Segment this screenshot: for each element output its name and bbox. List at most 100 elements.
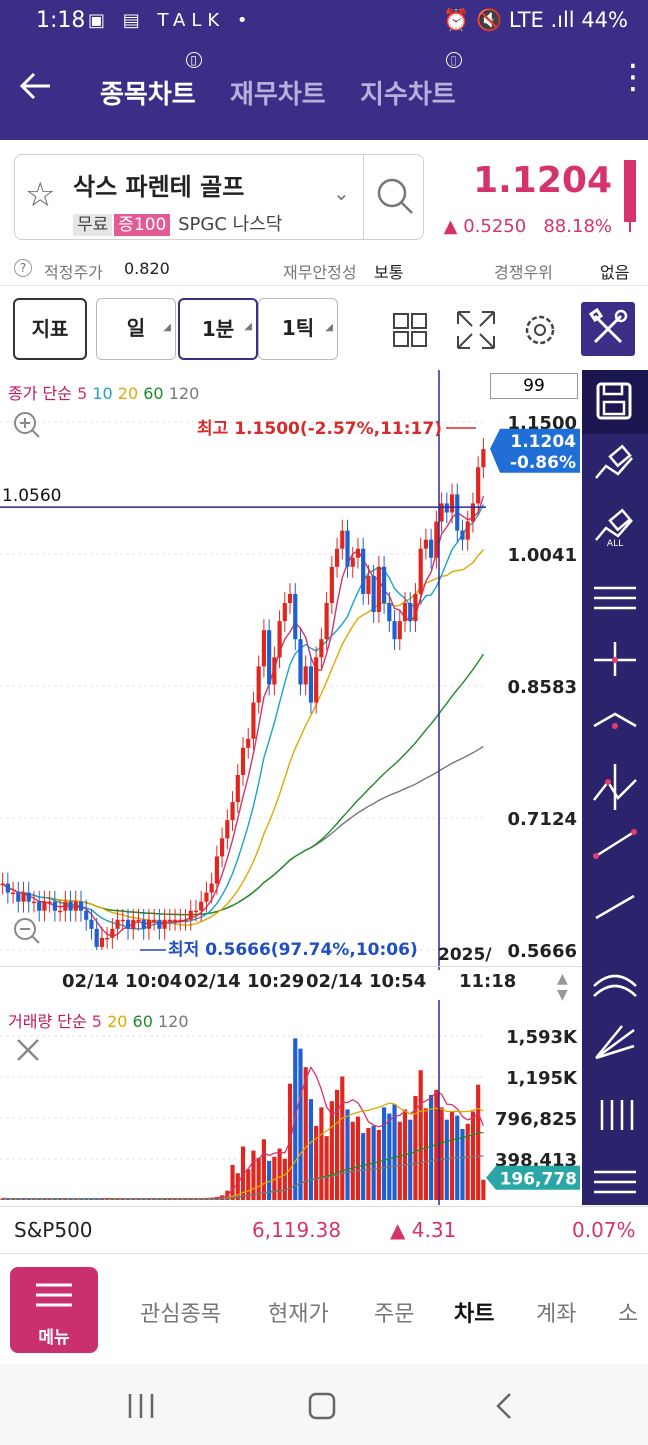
free-badge: 무료 <box>73 214 113 236</box>
drawing-sidebar: ALL <box>582 370 648 1205</box>
nav-order[interactable]: 주문 <box>374 1302 415 1327</box>
candle-body <box>58 910 63 913</box>
zoom-in-icon[interactable] <box>12 410 42 440</box>
candle-body <box>382 566 387 604</box>
index-name: S&P500 <box>14 1218 93 1242</box>
candle-body <box>141 919 146 929</box>
current-price: 1.1204 <box>473 160 612 201</box>
candle-body <box>455 494 460 531</box>
candle-body <box>167 919 172 922</box>
volume-bar <box>460 1128 465 1200</box>
high-price-label: 최고 1.1500(-2.57%,11:17) <box>197 419 442 439</box>
financial-stability-label: 재무안정성 <box>283 263 357 282</box>
more-menu-icon[interactable]: ⋮ <box>616 57 648 97</box>
recent-apps-icon <box>128 1394 154 1418</box>
volume-bar <box>444 1119 449 1200</box>
candle-body <box>397 621 402 640</box>
back-arrow-icon[interactable] <box>16 66 56 115</box>
candle-body <box>340 530 345 549</box>
layout-grid-icon[interactable] <box>388 304 432 354</box>
chevron-down-icon[interactable]: ⌄ <box>333 181 350 205</box>
settings-gear-icon[interactable] <box>518 304 562 354</box>
visible-count-box[interactable]: 99 <box>490 373 578 399</box>
tab-financial-chart[interactable]: 재무차트 <box>230 80 326 110</box>
nav-account[interactable]: 계좌 <box>536 1302 577 1327</box>
help-icon[interactable]: ? <box>14 259 32 277</box>
volume-bar <box>439 1107 444 1200</box>
price-change: ▲ 0.5250 88.18% <box>443 216 612 237</box>
candle-body <box>31 901 37 904</box>
candle-body <box>125 919 131 929</box>
index-change-pct: 0.07% <box>572 1218 636 1242</box>
index-value: 6,119.38 <box>252 1218 342 1242</box>
volume-bar <box>256 1157 261 1200</box>
period-day-button[interactable]: 일 ◢ <box>96 298 176 360</box>
drawing-tool-icons[interactable]: ALL <box>582 370 648 1205</box>
volume-bar <box>423 1108 428 1200</box>
financial-stability-value: 보통 <box>374 263 404 282</box>
candle-body <box>287 593 293 604</box>
price-chart[interactable]: 1.1500 1.0041 0.8583 0.7124 0.5666 1.0560 1.12… <box>0 370 582 970</box>
notification-icons: ▣ ▤ TALK • <box>88 10 254 31</box>
x-cursor-label: 2025/ <box>438 945 492 965</box>
tab-stock-chart[interactable]: 종목차트 ▯ <box>100 52 202 111</box>
candle-body <box>277 621 282 658</box>
index-ticker-bar[interactable]: S&P500 6,119.38 ▲ 4.31 0.07% <box>0 1206 648 1254</box>
home-icon <box>308 1392 336 1420</box>
x-scroll-icon[interactable]: ▲ ▼ <box>557 971 568 1003</box>
close-icon[interactable] <box>14 1036 42 1064</box>
system-status-icons: ⏰ 🔇 LTE .ıll 44% <box>443 8 628 32</box>
dropdown-corner-icon: ◢ <box>163 322 171 333</box>
volume-bar <box>324 1136 329 1200</box>
candle-body <box>162 919 167 929</box>
candle-body <box>439 503 444 522</box>
volume-bar <box>481 1179 486 1200</box>
phone-mini-icon: ▯ <box>445 52 462 68</box>
save-icon[interactable] <box>582 370 648 434</box>
candle-body <box>99 937 104 947</box>
volume-bar <box>230 1164 235 1200</box>
volume-bar <box>10 1198 16 1200</box>
nav-current-price[interactable]: 현재가 <box>268 1302 329 1327</box>
nav-more[interactable]: 소 <box>618 1302 639 1327</box>
period-1tick-button[interactable]: 1틱 ◢ <box>258 298 338 360</box>
nav-watchlist[interactable]: 관심종목 <box>140 1302 221 1327</box>
candle-body <box>37 901 42 911</box>
low-price-label: 최저 0.5666(97.74%,10:06) <box>168 940 418 960</box>
candle-body <box>78 901 84 911</box>
candle-body <box>298 639 303 685</box>
candle-body <box>68 901 73 911</box>
stock-selector[interactable]: ☆ 삭스 파렌테 골프 ⌄ 무료 증100 SPGC 나스닥 <box>14 154 424 240</box>
candle-body <box>350 557 355 567</box>
candle-body <box>157 919 162 929</box>
zoom-out-icon[interactable] <box>12 916 42 946</box>
period-1min-button[interactable]: 1분 ◢ <box>178 298 258 360</box>
candle-body <box>193 910 199 913</box>
index-change: ▲ 4.31 <box>390 1218 457 1242</box>
candle-body <box>63 901 68 911</box>
volume-bar <box>340 1076 345 1200</box>
volume-bar <box>246 1169 251 1200</box>
star-icon[interactable]: ☆ <box>25 175 56 215</box>
drawing-tools-icon[interactable] <box>581 302 635 356</box>
volume-bar <box>261 1139 266 1200</box>
volume-bar <box>282 1158 287 1200</box>
candle-body <box>402 603 408 622</box>
volume-bar <box>470 1111 476 1200</box>
fullscreen-icon[interactable] <box>454 304 498 354</box>
search-button[interactable] <box>363 155 425 239</box>
volume-bar <box>350 1121 355 1200</box>
bottom-navigation: 메뉴 관심종목 현재가 주문 차트 계좌 소 <box>0 1256 648 1356</box>
valuation-info-row: ? 적정주가 0.820 재무안정성 보통 경쟁우위 없음 <box>0 252 648 286</box>
candle-body <box>282 603 287 622</box>
nav-chart[interactable]: 차트 <box>454 1302 495 1327</box>
candle-body <box>183 919 188 922</box>
menu-button[interactable]: 메뉴 <box>10 1267 98 1353</box>
indicator-button[interactable]: 지표 <box>13 298 87 360</box>
volume-bar <box>476 1084 481 1200</box>
tab-index-chart[interactable]: 지수차트 ▯ <box>360 52 462 111</box>
volume-ma-line-120 <box>2 1155 484 1200</box>
volume-bar <box>413 1096 418 1200</box>
